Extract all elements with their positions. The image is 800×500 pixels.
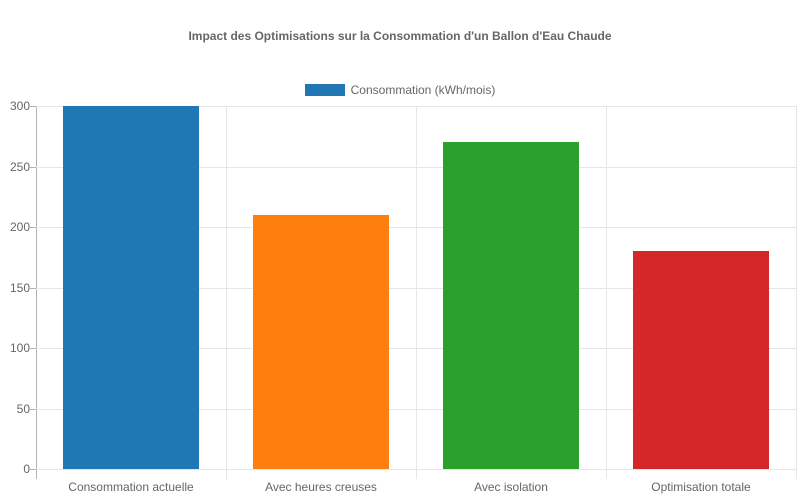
y-tick-label: 250 — [9, 159, 30, 174]
y-tick-label: 50 — [16, 401, 30, 416]
y-tick — [30, 106, 36, 107]
bar-optimisation-totale[interactable] — [632, 251, 770, 469]
gridline-vertical — [416, 106, 417, 479]
legend-label: Consommation (kWh/mois) — [350, 83, 496, 97]
y-tick — [30, 166, 36, 168]
gridline-vertical — [226, 106, 227, 479]
legend-swatch — [304, 84, 345, 96]
chart-title: Impact des Optimisations sur la Consomma… — [188, 29, 612, 43]
x-tick-label: Avec isolation — [474, 480, 548, 494]
y-tick-label: 300 — [9, 99, 30, 113]
y-tick — [30, 408, 36, 410]
plot-area — [30, 106, 797, 479]
bar-avec-isolation[interactable] — [442, 142, 580, 469]
y-tick — [30, 287, 36, 289]
bar-avec-heures-creuses[interactable] — [252, 214, 390, 469]
bar-consommation-actuelle[interactable] — [62, 106, 200, 469]
y-tick-label: 200 — [9, 220, 30, 234]
y-tick-label: 150 — [9, 280, 30, 295]
y-axis-line — [36, 106, 37, 479]
y-tick — [30, 348, 36, 349]
x-tick-label: Optimisation totale — [651, 480, 751, 494]
gridline-vertical — [796, 106, 797, 479]
legend[interactable]: Consommation (kWh/mois) — [0, 83, 800, 97]
x-tick-label: Consommation actuelle — [68, 480, 194, 494]
y-tick — [30, 227, 36, 228]
x-tick-label: Avec heures creuses — [265, 480, 377, 494]
y-tick-label: 100 — [9, 341, 30, 355]
gridline-vertical — [606, 106, 607, 479]
y-tick-label: 0 — [23, 462, 30, 476]
y-tick — [30, 469, 36, 470]
